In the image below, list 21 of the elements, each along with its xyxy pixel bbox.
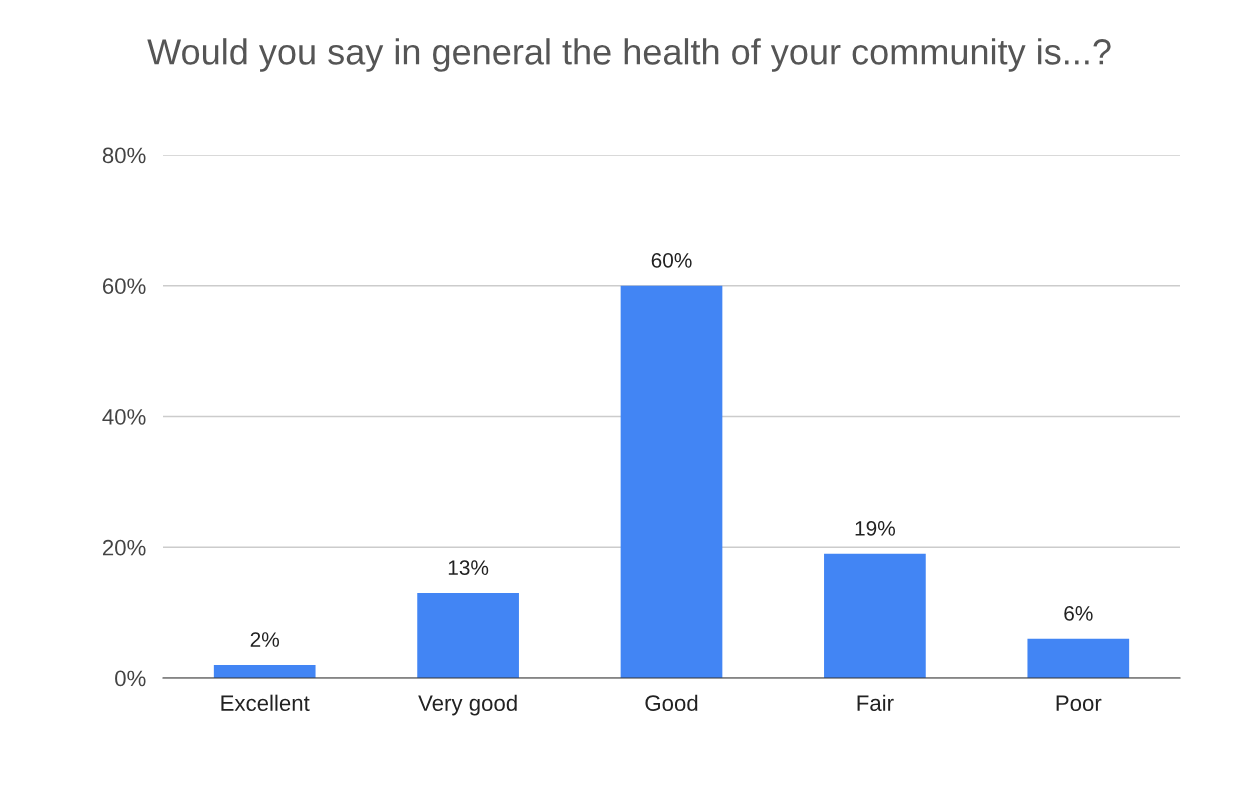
data-label: 2% (250, 632, 280, 647)
data-label: 6% (1064, 606, 1093, 621)
x-tick-label: Fair (857, 694, 894, 711)
data-label: 60% (651, 252, 692, 268)
data-label: 13% (448, 560, 489, 576)
x-tick-label: Good (645, 694, 698, 711)
bar (620, 285, 723, 678)
x-tick-label: Poor (1056, 695, 1102, 711)
y-tick-label: 80% (102, 147, 146, 164)
y-tick-label: 20% (102, 539, 146, 556)
bar (824, 553, 926, 678)
chart-title: Would you say in general the health of your community is...? (147, 38, 1111, 72)
bar (417, 593, 519, 678)
y-tick-label: 60% (102, 278, 146, 295)
bar (1027, 638, 1130, 678)
x-tick-label: Very good (418, 694, 517, 716)
bar (213, 664, 316, 678)
y-tick-label: 0% (115, 670, 146, 687)
x-tick-label: Excellent (221, 694, 310, 711)
data-label: 19% (855, 521, 896, 536)
y-tick-label: 40% (102, 409, 146, 425)
